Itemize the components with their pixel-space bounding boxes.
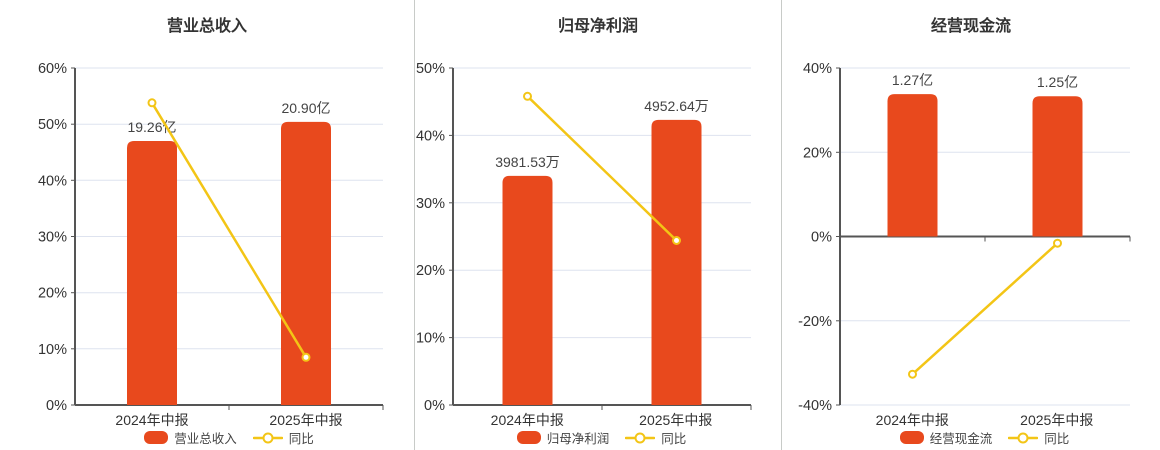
y-tick-label: 20% [416, 263, 445, 279]
legend-item-bar-series[interactable]: 归母净利润 [516, 428, 610, 447]
yoy-legend-label: 同比 [288, 432, 314, 446]
yoy-legend-label: 同比 [661, 432, 687, 446]
x-label-2025: 2025年中报 [639, 412, 713, 428]
yoy-line [526, 95, 678, 242]
yoy-point [301, 352, 311, 362]
y-tick-label: -20% [798, 314, 832, 330]
net-profit-plot-area: 50% 40% 30% 20% 10% 0% 3981.53万 4952.64万 [416, 61, 752, 414]
bar-legend-label: 营业总收入 [174, 432, 237, 446]
y-tick-label: 50% [38, 117, 67, 133]
bar [127, 141, 177, 405]
legend-item-yoy-series[interactable]: 同比 [625, 428, 686, 447]
yoy-point [1053, 238, 1062, 248]
y-tick-label: 0% [46, 398, 67, 414]
y-tick-label: -40% [798, 398, 832, 414]
chart-title-net-profit: 归母净利润 [557, 18, 638, 35]
cashflow-plot-area: 40% 20% 0% -20% -40% 1.27亿 1.25亿 [798, 61, 1131, 414]
legend: 营业总收入 同比 [75, 428, 383, 447]
x-axis-labels: 2024年中报 2025年中报 [75, 410, 383, 430]
y-tick-label: 0% [811, 230, 832, 246]
y-tick-label: 10% [38, 342, 67, 358]
line-marker-icon [1008, 432, 1039, 443]
yoy-point [147, 98, 157, 108]
y-tick-label: 40% [803, 61, 832, 77]
panel-net-profit: 归母净利润 50% 40% 30% 20% 10% 0% 3981.53万 4952.64万 … [414, 0, 781, 450]
y-tick-label: 50% [416, 61, 445, 77]
bar [281, 121, 331, 406]
yoy-line [150, 101, 308, 359]
y-tick-label: 10% [416, 331, 445, 347]
bar-value-label: 20.90亿 [281, 100, 330, 116]
x-label-2025: 2025年中报 [269, 412, 343, 428]
legend-item-bar-series[interactable]: 营业总收入 [144, 428, 237, 447]
x-axis-labels: 2024年中报 2025年中报 [840, 410, 1129, 430]
yoy-point [523, 91, 532, 101]
legend-item-yoy-series[interactable]: 同比 [1008, 428, 1069, 447]
y-tick-label: 30% [38, 230, 67, 246]
bar [651, 119, 702, 405]
x-label-2025: 2025年中报 [1020, 412, 1094, 428]
y-tick-label: 40% [38, 173, 67, 189]
x-label-2024: 2024年中报 [115, 412, 189, 428]
legend: 归母净利润 同比 [453, 428, 750, 447]
bar-legend-label: 归母净利润 [546, 432, 610, 446]
y-tick-label: 30% [416, 196, 445, 212]
y-tick-label: 20% [803, 145, 832, 161]
yoy-line [911, 241, 1059, 376]
bar-swatch-icon [516, 431, 541, 444]
x-label-2024: 2024年中报 [875, 412, 949, 428]
x-label-2024: 2024年中报 [490, 412, 564, 428]
yoy-point [908, 369, 917, 379]
y-tick-label: 40% [416, 128, 445, 144]
y-tick-label: 0% [424, 398, 445, 414]
line-marker-icon [625, 432, 656, 443]
bar [1032, 96, 1083, 237]
bar-swatch-icon [899, 431, 924, 444]
y-tick-label: 20% [38, 286, 67, 302]
yoy-point [672, 236, 681, 245]
panel-total-revenue: 营业总收入 60% 50% 40% 30% 20% 10% 0% 19.26亿 20.90亿 2… [0, 0, 414, 450]
bar-value-label: 4952.64万 [644, 98, 709, 114]
chart-title-revenue: 营业总收入 [166, 18, 247, 35]
bar-swatch-icon [144, 431, 169, 444]
bar-legend-label: 经营现金流 [929, 432, 993, 446]
bar-value-label: 1.25亿 [1037, 74, 1078, 90]
y-tick-label: 60% [38, 61, 67, 77]
legend: 经营现金流 同比 [840, 428, 1129, 447]
bar-value-label: 1.27亿 [892, 72, 933, 88]
chart-title-cashflow: 经营现金流 [930, 18, 1011, 35]
panel-operating-cashflow: 经营现金流 40% 20% 0% -20% -40% 1.27亿 1.25亿 2024年中报… [781, 0, 1160, 450]
bar [887, 94, 938, 237]
yoy-legend-label: 同比 [1044, 432, 1070, 446]
line-marker-icon [252, 432, 283, 443]
x-axis-labels: 2024年中报 2025年中报 [453, 410, 750, 430]
bar [502, 175, 553, 405]
legend-item-bar-series[interactable]: 经营现金流 [899, 428, 993, 447]
legend-item-yoy-series[interactable]: 同比 [252, 428, 314, 447]
bar-value-label: 3981.53万 [495, 154, 560, 170]
